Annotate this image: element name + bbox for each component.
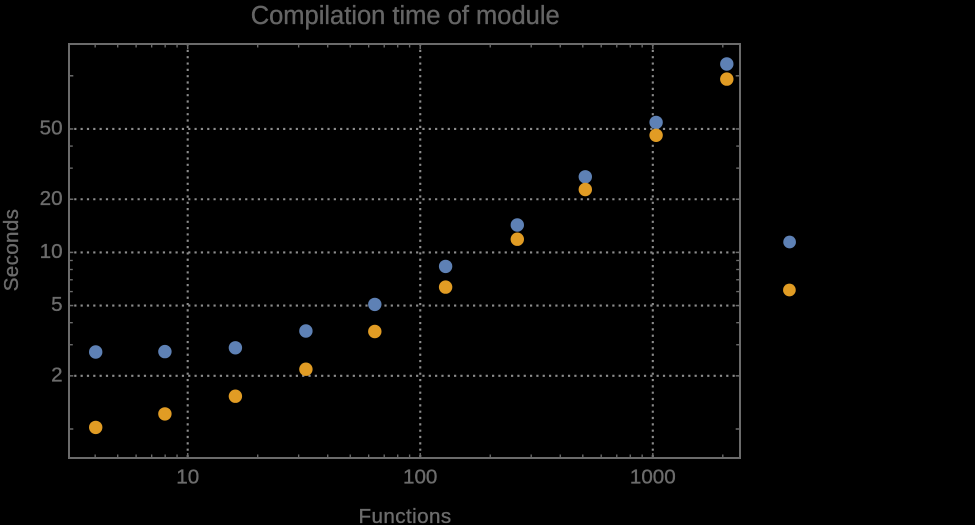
svg-text:2: 2 [51, 364, 62, 387]
svg-text:Compilation time of module: Compilation time of module [251, 2, 560, 30]
svg-text:10: 10 [40, 240, 63, 263]
svg-text:5: 5 [51, 293, 62, 316]
svg-text:Seconds: Seconds [0, 209, 23, 292]
svg-text:100: 100 [403, 465, 437, 488]
svg-text:20: 20 [40, 187, 63, 210]
svg-text:10: 10 [176, 465, 199, 488]
svg-text:50: 50 [40, 117, 63, 140]
svg-text:Functions: Functions [359, 505, 452, 525]
svg-text:1000: 1000 [630, 465, 676, 488]
